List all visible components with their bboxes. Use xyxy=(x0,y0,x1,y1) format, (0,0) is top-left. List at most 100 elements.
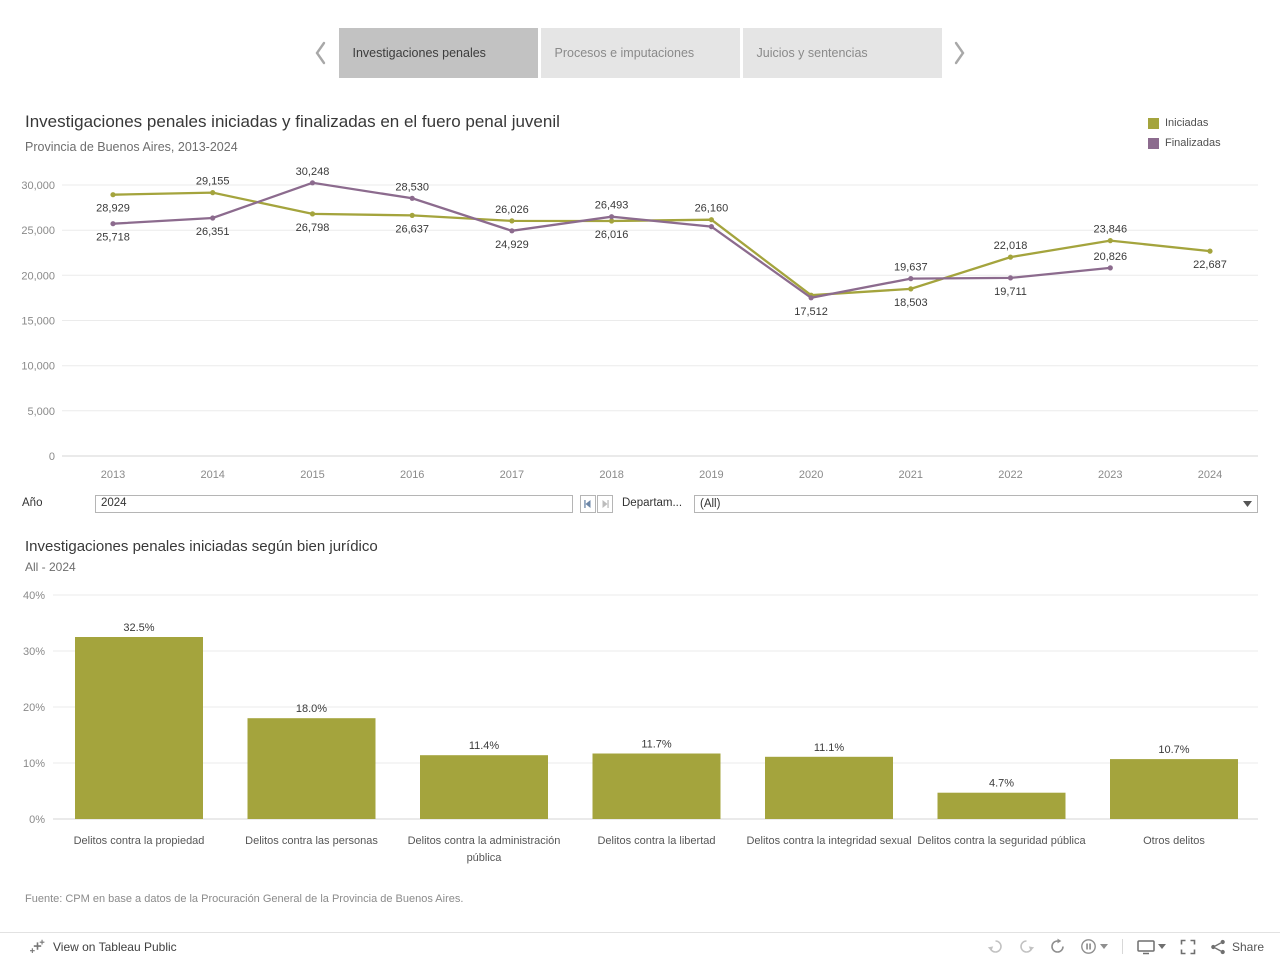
svg-text:32.5%: 32.5% xyxy=(123,622,154,634)
bar-category-label: Delitos contra la integridad sexual xyxy=(746,835,912,847)
legend-item-finalizadas[interactable]: Finalizadas xyxy=(1148,137,1221,149)
undo-button[interactable] xyxy=(987,938,1004,955)
bar-category-label: Delitos contra la seguridad pública xyxy=(917,835,1086,847)
redo-button[interactable] xyxy=(1018,938,1035,955)
svg-text:22,687: 22,687 xyxy=(1193,259,1227,271)
legend-label-finalizadas: Finalizadas xyxy=(1165,137,1221,149)
svg-text:19,711: 19,711 xyxy=(994,286,1027,298)
svg-text:2024: 2024 xyxy=(1198,469,1222,481)
bar-category-label: Delitos contra la administración pública xyxy=(407,835,561,865)
prev-tab-button[interactable] xyxy=(313,39,329,67)
display-download-icon xyxy=(1137,939,1155,954)
svg-text:25,000: 25,000 xyxy=(21,225,55,237)
svg-text:28,530: 28,530 xyxy=(395,181,429,193)
share-label: Share xyxy=(1231,939,1264,954)
svg-text:20,826: 20,826 xyxy=(1093,251,1127,263)
svg-text:24,929: 24,929 xyxy=(495,239,529,251)
svg-text:19,637: 19,637 xyxy=(894,262,928,274)
bottom-toolbar: View on Tableau Public xyxy=(0,932,1280,960)
tab-investigaciones-penales[interactable]: Investigaciones penales xyxy=(338,28,538,78)
svg-text:18.0%: 18.0% xyxy=(296,703,327,715)
svg-text:2022: 2022 xyxy=(998,469,1022,481)
bar-category-label: Delitos contra la libertad xyxy=(597,835,716,847)
tab-procesos-imputaciones[interactable]: Procesos e imputaciones xyxy=(540,28,740,78)
fullscreen-button[interactable] xyxy=(1180,939,1196,955)
year-filter-label: Año xyxy=(22,497,43,509)
svg-text:26,637: 26,637 xyxy=(395,223,429,235)
svg-text:30%: 30% xyxy=(23,646,45,658)
share-icon xyxy=(1211,939,1225,954)
svg-text:22,018: 22,018 xyxy=(994,240,1028,252)
next-tab-button[interactable] xyxy=(951,39,967,67)
bar-chart[interactable]: 0% 10% 20% 30% 40% 32.5% 18.0% 11.4% 11.7% 11.1% 4… xyxy=(0,585,1280,833)
tab-juicios-sentencias[interactable]: Juicios y sentencias xyxy=(742,28,942,78)
svg-text:5,000: 5,000 xyxy=(27,406,55,418)
svg-text:2015: 2015 xyxy=(300,469,324,481)
year-filter-input[interactable]: 2024 xyxy=(95,495,573,513)
line-chart-legend: Iniciadas Finalizadas xyxy=(1148,117,1221,157)
svg-text:26,351: 26,351 xyxy=(196,226,230,238)
svg-text:17,512: 17,512 xyxy=(794,306,828,318)
download-button[interactable] xyxy=(1137,939,1166,955)
svg-text:25,718: 25,718 xyxy=(96,232,130,244)
legend-swatch-finalizadas xyxy=(1148,137,1159,149)
bar-category-label: Otros delitos xyxy=(1143,835,1205,847)
share-button[interactable]: Share xyxy=(1210,939,1264,955)
dropdown-arrow-icon xyxy=(1243,501,1252,507)
svg-text:29,155: 29,155 xyxy=(196,176,230,188)
svg-text:10%: 10% xyxy=(23,758,45,770)
svg-text:2017: 2017 xyxy=(500,469,524,481)
line-chart-title: Investigaciones penales iniciadas y fina… xyxy=(25,112,560,131)
legend-item-iniciadas[interactable]: Iniciadas xyxy=(1148,117,1221,129)
tableau-logo-icon xyxy=(30,939,45,953)
svg-text:2016: 2016 xyxy=(400,469,424,481)
svg-text:11.4%: 11.4% xyxy=(469,740,500,752)
bar-category-label: Delitos contra las personas xyxy=(245,835,378,847)
svg-text:26,016: 26,016 xyxy=(595,229,629,241)
svg-text:0%: 0% xyxy=(29,814,45,826)
department-filter-value: (All) xyxy=(700,498,721,510)
svg-text:2020: 2020 xyxy=(799,469,823,481)
svg-text:10,000: 10,000 xyxy=(21,361,55,373)
undo-icon xyxy=(987,940,1002,953)
pause-updates-button[interactable] xyxy=(1080,938,1108,955)
svg-text:0: 0 xyxy=(49,451,55,463)
department-filter-label: Departam... xyxy=(622,497,683,509)
svg-text:15,000: 15,000 xyxy=(21,316,55,328)
redo-icon xyxy=(1020,940,1035,953)
replay-button[interactable] xyxy=(1049,938,1066,955)
year-prev-button[interactable] xyxy=(580,495,596,513)
view-on-tableau-label: View on Tableau Public xyxy=(53,939,177,954)
svg-text:23,846: 23,846 xyxy=(1093,224,1127,236)
view-on-tableau-link[interactable]: View on Tableau Public xyxy=(30,939,177,954)
svg-text:2023: 2023 xyxy=(1098,469,1122,481)
story-tabs: Investigaciones penales Procesos e imput… xyxy=(0,28,1280,78)
year-next-button[interactable] xyxy=(597,495,613,513)
caret-down-icon xyxy=(1157,944,1166,949)
svg-text:40%: 40% xyxy=(23,590,45,602)
svg-text:4.7%: 4.7% xyxy=(989,778,1014,790)
svg-text:20%: 20% xyxy=(23,702,45,714)
line-chart[interactable]: 0 5,000 10,000 15,000 20,000 25,000 30,000 2013… xyxy=(0,160,1280,495)
svg-text:26,026: 26,026 xyxy=(495,204,529,216)
bar-category-label: Delitos contra la propiedad xyxy=(73,835,205,847)
step-forward-icon xyxy=(602,500,609,508)
svg-text:18,503: 18,503 xyxy=(894,297,928,309)
svg-text:20,000: 20,000 xyxy=(21,270,55,282)
source-note: Fuente: CPM en base a datos de la Procur… xyxy=(25,893,464,905)
svg-text:26,160: 26,160 xyxy=(695,203,729,215)
svg-text:30,248: 30,248 xyxy=(296,166,330,178)
svg-text:11.7%: 11.7% xyxy=(641,739,672,751)
replay-icon xyxy=(1051,938,1064,953)
svg-text:2013: 2013 xyxy=(101,469,125,481)
svg-text:28,929: 28,929 xyxy=(96,203,130,215)
svg-text:2019: 2019 xyxy=(699,469,723,481)
fullscreen-icon xyxy=(1180,939,1196,954)
svg-text:30,000: 30,000 xyxy=(21,180,55,192)
svg-text:26,493: 26,493 xyxy=(595,200,629,212)
toolbar-actions: Share xyxy=(987,938,1264,955)
department-filter-dropdown[interactable]: (All) xyxy=(694,495,1258,513)
bar-chart-subtitle: All - 2024 xyxy=(25,560,76,574)
step-back-icon xyxy=(584,500,591,508)
